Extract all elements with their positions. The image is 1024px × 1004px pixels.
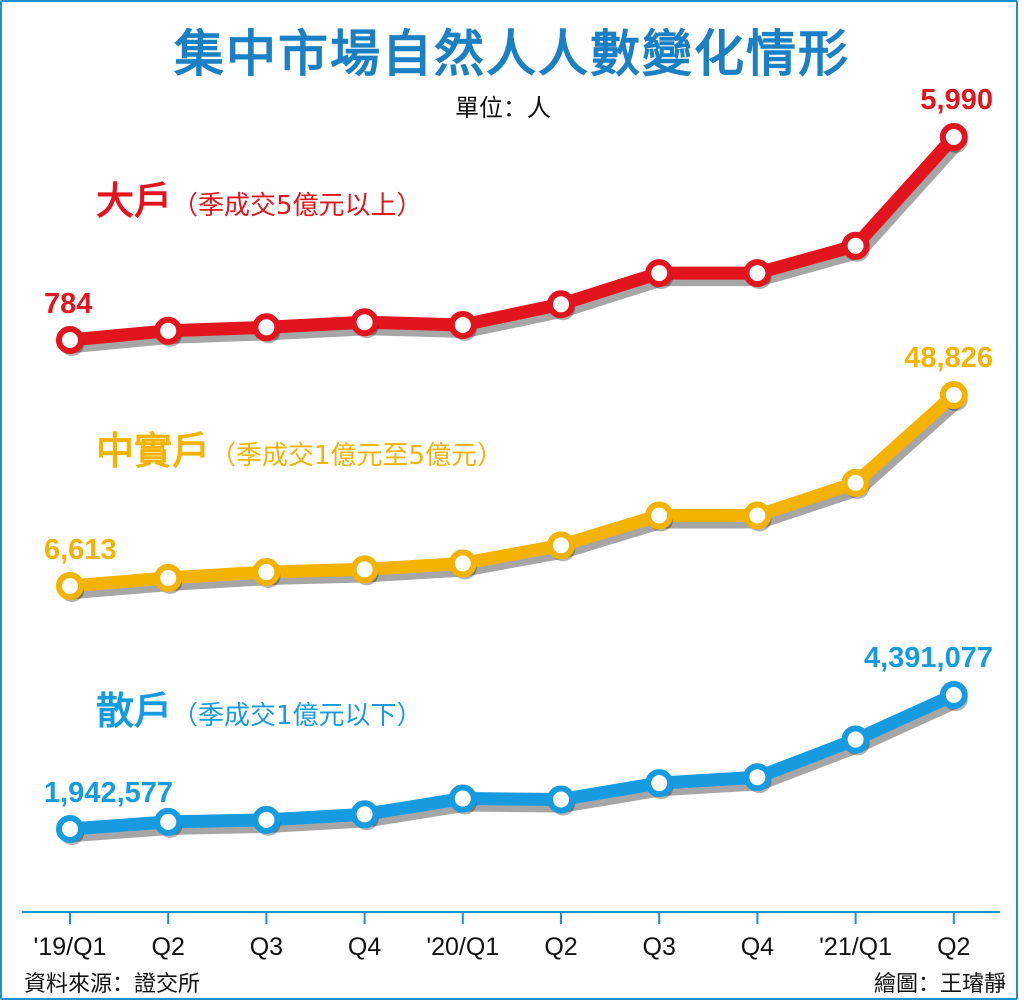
x-tick-label: Q2 xyxy=(937,933,970,961)
value-label-first-large: 784 xyxy=(44,288,92,320)
data-point-retail xyxy=(841,725,870,754)
series-line-retail xyxy=(63,688,961,836)
x-tick-label: Q3 xyxy=(643,933,676,961)
unit-label: 單位：人 xyxy=(455,94,551,122)
data-point-large xyxy=(645,259,674,288)
data-point-medium xyxy=(939,381,968,409)
data-point-medium xyxy=(547,531,575,560)
data-point-medium xyxy=(841,468,870,497)
data-point-large xyxy=(547,290,575,319)
data-point-medium xyxy=(448,549,477,578)
chart-title: 集中市場自然人人數變化情形 xyxy=(174,25,850,83)
data-point-large xyxy=(448,310,477,339)
data-point-medium xyxy=(154,563,183,592)
series-line-medium xyxy=(63,388,961,593)
value-label-first-retail: 1,942,577 xyxy=(44,777,173,809)
x-tick-label: Q4 xyxy=(741,933,774,961)
data-point-large xyxy=(841,231,870,260)
data-point-retail xyxy=(448,784,477,813)
data-point-large xyxy=(743,259,772,288)
series-shadow-retail xyxy=(65,692,965,842)
series-name-retail: 散戶 xyxy=(96,689,173,733)
data-point-medium xyxy=(645,501,674,530)
data-point-large xyxy=(939,123,968,151)
series-label-medium: 中實戶（季成交1億元至5億元） xyxy=(96,420,503,475)
series-label-retail: 散戶（季成交1億元以下） xyxy=(96,680,423,735)
data-point-retail xyxy=(743,763,772,792)
series-name-medium: 中實戶 xyxy=(96,429,211,473)
data-point-large xyxy=(154,316,183,345)
data-point-large xyxy=(350,308,379,337)
x-tick-label: Q4 xyxy=(348,933,381,961)
data-point-retail xyxy=(547,785,575,814)
x-tick-label: Q2 xyxy=(544,933,577,961)
data-point-retail xyxy=(645,769,674,798)
data-point-retail xyxy=(154,807,183,836)
x-tick-label: '21/Q1 xyxy=(819,933,892,961)
x-tick-label: '20/Q1 xyxy=(426,933,499,961)
data-point-medium xyxy=(350,555,379,584)
series-note-retail: （季成交1億元以下） xyxy=(172,701,423,731)
data-point-retail xyxy=(56,815,84,843)
credit-note: 繪圖：王璿靜 xyxy=(873,972,1006,997)
data-point-retail xyxy=(939,681,968,709)
data-point-retail xyxy=(252,805,281,834)
source-note: 資料來源：證交所 xyxy=(24,972,201,997)
data-point-retail xyxy=(350,800,379,829)
x-tick-label: '19/Q1 xyxy=(34,933,107,961)
data-point-large xyxy=(56,326,84,354)
data-point-medium xyxy=(56,572,84,600)
series-note-large: （季成交5億元以上） xyxy=(172,191,423,221)
data-point-medium xyxy=(252,558,281,587)
data-point-medium xyxy=(743,501,772,530)
x-tick-label: Q2 xyxy=(152,933,185,961)
x-tick-label: Q3 xyxy=(250,933,283,961)
data-point-large xyxy=(252,313,281,342)
value-label-last-retail: 4,391,077 xyxy=(864,642,993,674)
value-label-last-medium: 48,826 xyxy=(904,342,993,374)
series-name-large: 大戶 xyxy=(96,179,173,223)
value-label-first-medium: 6,613 xyxy=(44,534,117,566)
series-line-large xyxy=(63,130,961,347)
series-note-medium: （季成交1億元至5億元） xyxy=(210,441,504,471)
value-label-last-large: 5,990 xyxy=(920,84,993,116)
series-label-large: 大戶（季成交5億元以上） xyxy=(96,170,423,225)
